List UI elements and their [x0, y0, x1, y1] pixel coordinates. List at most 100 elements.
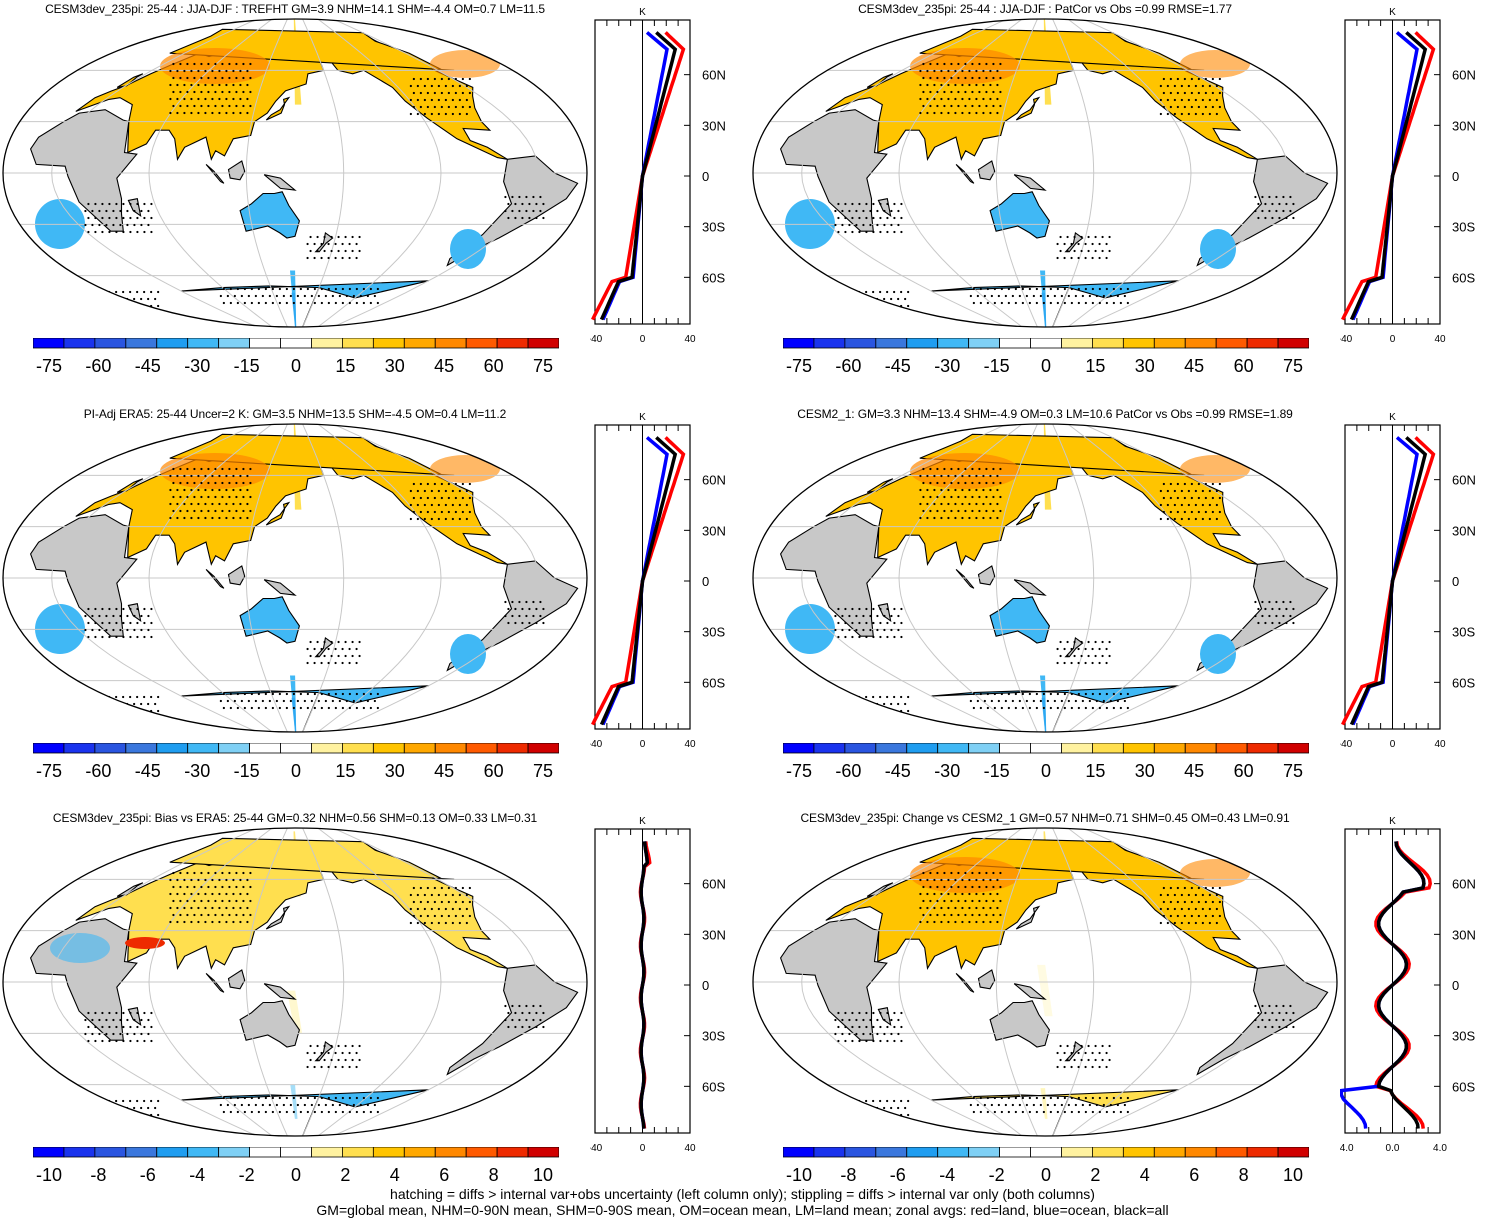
footer-legend-line-1: hatching = diffs > internal var+obs unce… — [390, 1186, 1095, 1202]
colorbar: -75 -60 -45 -30 -15 0 15 30 45 60 75 — [783, 338, 1309, 376]
zonal-lat-tick-label: 60N — [702, 473, 726, 488]
zonal-all-line — [639, 841, 650, 1129]
colorbar-swatch — [527, 743, 559, 754]
zonal-x-tick-label: -4.0 — [1340, 1143, 1354, 1154]
colorbar-swatch — [1092, 1147, 1124, 1158]
zonal-x-tick-label: 4.0 — [1433, 1143, 1447, 1154]
colorbar-swatch — [33, 1147, 65, 1158]
colorbar-tick-label: 45 — [434, 356, 454, 376]
colorbar-swatch — [125, 338, 158, 349]
colorbar-swatch — [875, 1147, 908, 1158]
colorbar-swatch — [63, 1147, 96, 1158]
zonal-x-tick-label: 40 — [684, 1143, 696, 1154]
zonal-lat-tick-label: 60N — [1452, 68, 1476, 83]
colorbar-swatch — [94, 743, 127, 754]
zonal-x-tick-label: 0.0 — [1386, 1143, 1400, 1154]
colorbar-swatch — [906, 338, 939, 349]
colorbar-swatch — [1122, 338, 1155, 349]
colorbar-tick-label: 75 — [533, 356, 553, 376]
zonal-lat-tick-label: 0 — [702, 978, 709, 993]
zonal-unit-label: K — [639, 412, 646, 423]
colorbar-swatch — [156, 338, 189, 349]
colorbar-tick-label: 60 — [1234, 761, 1254, 781]
colorbar-swatch — [937, 338, 970, 349]
zonal-ocean-line — [601, 436, 669, 726]
colorbar-swatch — [844, 743, 877, 754]
colorbar-tick-label: 8 — [1239, 1165, 1249, 1185]
zonal-x-tick-label: 40 — [1434, 739, 1446, 750]
colorbar-tick-label: 0 — [291, 1165, 301, 1185]
colorbar-tick-label: 60 — [1234, 356, 1254, 376]
zonal-mean-plot: K -40 0 40 60N 30N 0 30S 60S — [590, 412, 726, 750]
zonal-x-tick-label: -40 — [590, 334, 603, 345]
colorbar-swatch — [125, 743, 158, 754]
colorbar-swatch — [465, 338, 498, 349]
zonal-lat-tick-label: 60S — [702, 1079, 725, 1094]
panel-change-vs-cesm2: CESM3dev_235pi: Change vs CESM2_1 GM=0.5… — [750, 811, 1485, 1216]
zonal-mean-plot: K -40 0 40 60N 30N 0 30S 60S — [590, 7, 726, 345]
colorbar-tick-label: -60 — [85, 761, 111, 781]
panel-bias-vs-era5: CESM3dev_235pi: Bias vs ERA5: 25-44 GM=0… — [0, 811, 742, 1216]
colorbar-swatch — [875, 743, 908, 754]
colorbar-tick-label: -2 — [989, 1165, 1005, 1185]
colorbar-swatch — [311, 338, 343, 349]
colorbar-swatch — [187, 1147, 220, 1158]
colorbar-tick-label: 15 — [335, 761, 355, 781]
colorbar-tick-label: 60 — [484, 356, 504, 376]
colorbar-tick-label: 60 — [484, 761, 504, 781]
colorbar-tick-label: -75 — [36, 356, 62, 376]
colorbar-swatch — [1122, 743, 1155, 754]
zonal-lat-tick-label: 30S — [1452, 625, 1475, 640]
colorbar-swatch — [906, 743, 939, 754]
colorbar-swatch — [434, 338, 467, 349]
colorbar-swatch — [783, 338, 815, 349]
colorbar-tick-label: -6 — [140, 1165, 156, 1185]
colorbar-swatch — [937, 743, 970, 754]
zonal-unit-label: K — [1389, 7, 1396, 18]
panel-title: CESM3dev_235pi: Bias vs ERA5: 25-44 GM=0… — [52, 811, 538, 825]
colorbar-tick-label: -4 — [189, 1165, 205, 1185]
colorbar-swatch — [1153, 743, 1186, 754]
zonal-x-tick-label: 0 — [640, 739, 646, 750]
colorbar-tick-label: 30 — [1135, 761, 1155, 781]
colorbar-tick-label: 15 — [1085, 761, 1105, 781]
colorbar-tick-label: -60 — [835, 761, 861, 781]
zonal-lat-tick-label: 30S — [1452, 1029, 1475, 1044]
colorbar-swatch — [342, 338, 374, 349]
zonal-lat-tick-label: 30N — [702, 927, 726, 942]
zonal-all-line — [1349, 31, 1428, 321]
colorbar-swatch — [1092, 338, 1124, 349]
zonal-ocean-line — [1340, 841, 1426, 1129]
colorbar-swatch — [249, 338, 281, 349]
colorbar: -75 -60 -45 -30 -15 0 15 30 45 60 75 — [783, 743, 1309, 781]
colorbar-swatch — [33, 338, 65, 349]
colorbar-swatch — [999, 743, 1031, 754]
panel-cesm3dev-trefht: CESM3dev_235pi: 25-44 : JJA-DJF : TREFHT… — [0, 2, 742, 407]
colorbar-swatch — [813, 338, 846, 349]
zonal-lat-tick-label: 30S — [702, 220, 725, 235]
colorbar-tick-label: -75 — [36, 761, 62, 781]
colorbar-swatch — [1215, 1147, 1248, 1158]
colorbar-swatch — [372, 743, 405, 754]
colorbar-tick-label: 0 — [291, 356, 301, 376]
panel-title: CESM2_1: GM=3.3 NHM=13.4 SHM=-4.9 OM=0.3… — [797, 407, 1293, 421]
colorbar-tick-label: -60 — [835, 356, 861, 376]
zonal-mean-plot: K -40 0 40 60N 30N 0 30S 60S — [590, 816, 726, 1154]
zonal-lat-tick-label: 0 — [1452, 574, 1459, 589]
zonal-x-tick-label: 40 — [684, 739, 696, 750]
colorbar-swatch — [434, 743, 467, 754]
colorbar-tick-label: 30 — [385, 356, 405, 376]
colorbar-tick-label: 4 — [1140, 1165, 1150, 1185]
colorbar-swatch — [63, 338, 96, 349]
colorbar-swatch — [249, 1147, 281, 1158]
zonal-lat-tick-label: 60S — [1452, 675, 1475, 690]
zonal-x-tick-label: 0 — [640, 1143, 646, 1154]
colorbar-tick-label: -10 — [786, 1165, 812, 1185]
panel-cesm2-1: CESM2_1: GM=3.3 NHM=13.4 SHM=-4.9 OM=0.3… — [750, 407, 1485, 812]
colorbar-tick-label: -75 — [786, 761, 812, 781]
world-map — [752, 18, 1338, 328]
zonal-lat-tick-label: 0 — [1452, 978, 1459, 993]
panel-cesm3dev-patcor: CESM3dev_235pi: 25-44 : JJA-DJF : PatCor… — [750, 2, 1485, 407]
colorbar: -10 -8 -6 -4 -2 0 2 4 6 8 10 — [783, 1147, 1309, 1185]
colorbar-tick-label: -45 — [135, 761, 161, 781]
